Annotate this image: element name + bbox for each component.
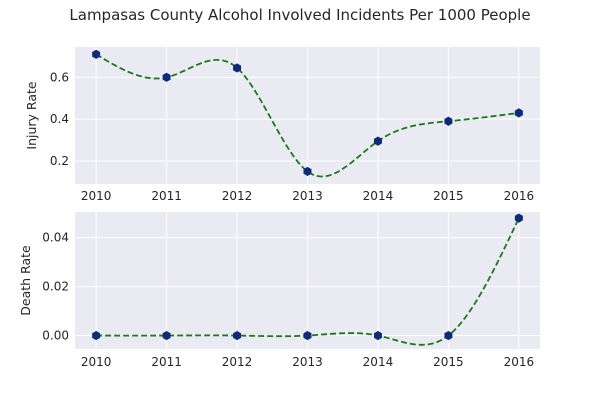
injury-data-point [514,108,523,118]
injury-data-point [373,136,382,146]
death-rate-subplot: 2010 2011 2012 2013 2014 2015 2016 0.00 0.02 0.04… [18,212,540,369]
death-x-tick-label: 2010 [81,355,112,369]
injury-x-tick-label: 2011 [151,189,182,203]
death-data-point [303,330,312,341]
chart-title: Lampasas County Alcohol Involved Inciden… [69,6,530,24]
injury-y-tick-label: 0.6 [50,70,69,84]
injury-y-tick-label: 0.2 [50,154,69,168]
death-data-point [233,330,242,341]
injury-x-tick-label: 2016 [504,189,535,203]
injury-data-point [233,63,242,73]
injury-data-point [444,116,453,126]
death-data-point [444,330,453,341]
injury-y-axis-label: Injury Rate [24,81,39,149]
death-y-tick-label: 0.04 [42,231,69,245]
death-x-tick-label: 2016 [504,355,535,369]
injury-rate-subplot: 2010 2011 2012 2013 2014 2015 2016 0.2 0.4 0.6 Inj… [24,47,540,203]
death-data-point [373,330,382,341]
death-data-point [92,330,101,341]
injury-data-point [162,72,171,82]
death-x-tick-label: 2012 [222,355,253,369]
death-x-tick-label: 2011 [151,355,182,369]
injury-x-tick-label: 2014 [363,189,394,203]
death-x-tick-label: 2015 [433,355,464,369]
death-y-tick-label: 0.02 [42,280,69,294]
injury-x-tick-label: 2013 [292,189,323,203]
death-x-tick-label: 2014 [363,355,394,369]
injury-y-tick-label: 0.4 [50,112,69,126]
injury-data-point [92,49,101,59]
injury-x-tick-label: 2012 [222,189,253,203]
injury-x-tick-label: 2015 [433,189,464,203]
death-data-point [514,213,523,223]
injury-x-tick-label: 2010 [81,189,112,203]
injury-data-point [303,166,312,177]
death-y-axis-label: Death Rate [18,245,33,316]
death-y-tick-label: 0.00 [42,329,69,343]
death-x-tick-label: 2013 [292,355,323,369]
death-data-point [162,330,171,341]
